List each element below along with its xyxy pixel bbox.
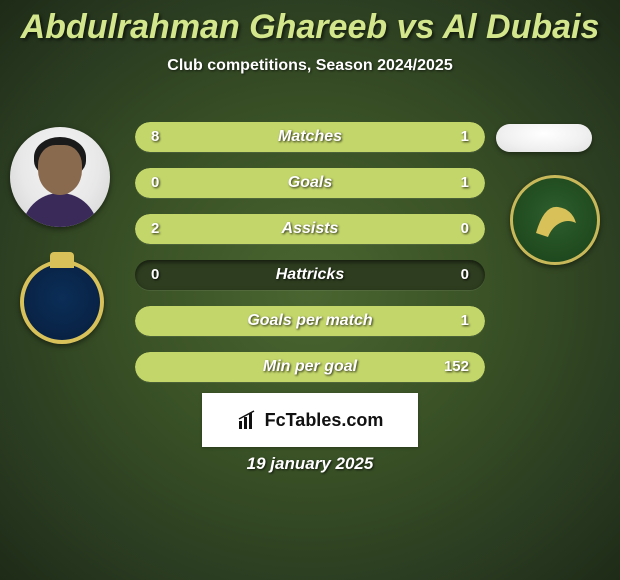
stat-row: 00Hattricks xyxy=(135,260,485,290)
page-subtitle: Club competitions, Season 2024/2025 xyxy=(0,57,620,75)
player-right-pill xyxy=(496,124,592,152)
stat-row: 01Goals xyxy=(135,168,485,198)
fctables-watermark: FcTables.com xyxy=(202,393,418,447)
stat-bar: 00Hattricks xyxy=(135,260,485,290)
date-label: 19 january 2025 xyxy=(0,454,620,474)
stat-bar: 01Goals xyxy=(135,168,485,198)
stat-bar: 81Matches xyxy=(135,122,485,152)
stats-list: 81Matches 01Goals 20Assists 00Hattricks 1Goa… xyxy=(135,122,485,398)
stat-row: 81Matches xyxy=(135,122,485,152)
stat-row: 20Assists xyxy=(135,214,485,244)
stat-row: 152Min per goal xyxy=(135,352,485,382)
stat-row: 1Goals per match xyxy=(135,306,485,336)
stat-label: Matches xyxy=(135,122,485,152)
stat-bar: 152Min per goal xyxy=(135,352,485,382)
stat-label: Goals xyxy=(135,168,485,198)
comparison-card: Abdulrahman Ghareeb vs Al Dubais Club co… xyxy=(0,0,620,580)
stat-label: Goals per match xyxy=(135,306,485,336)
stat-bar: 20Assists xyxy=(135,214,485,244)
player-left-avatar xyxy=(10,127,110,227)
stat-label: Assists xyxy=(135,214,485,244)
stat-label: Min per goal xyxy=(135,352,485,382)
stat-bar: 1Goals per match xyxy=(135,306,485,336)
player-left-club-badge xyxy=(20,260,104,344)
stat-label: Hattricks xyxy=(135,260,485,290)
player-right-club-badge xyxy=(510,175,600,265)
fctables-label: FcTables.com xyxy=(265,410,384,431)
page-title: Abdulrahman Ghareeb vs Al Dubais xyxy=(0,0,620,47)
